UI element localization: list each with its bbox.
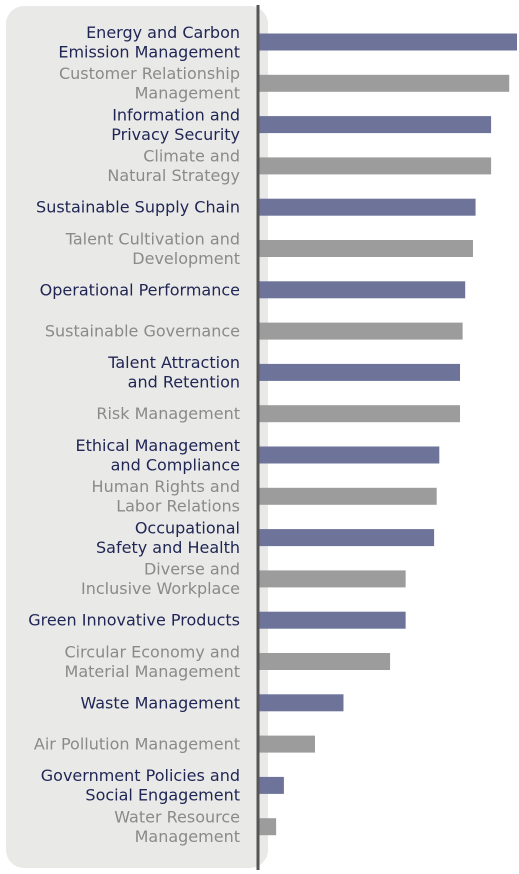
category-label-line: Green Innovative Products bbox=[28, 611, 240, 630]
bar bbox=[259, 487, 437, 505]
category-label-line: Inclusive Workplace bbox=[81, 579, 240, 598]
category-label-line: and Compliance bbox=[111, 455, 240, 474]
category-label: Climate and Natural Strategy bbox=[107, 147, 240, 186]
category-label-line: Sustainable Supply Chain bbox=[36, 198, 240, 217]
bar bbox=[259, 363, 461, 381]
bar bbox=[259, 818, 277, 836]
bar bbox=[259, 198, 476, 216]
category-label-line: and Retention bbox=[128, 373, 240, 392]
category-label-line: Social Engagement bbox=[85, 786, 240, 805]
category-label-line: Energy and Carbon bbox=[86, 23, 240, 42]
bar bbox=[259, 116, 492, 134]
category-label-line: Occupational bbox=[135, 518, 240, 537]
category-label: Occupational Safety and Health bbox=[96, 518, 240, 557]
category-label-line: Air Pollution Management bbox=[34, 735, 240, 754]
category-label: Sustainable Supply Chain bbox=[36, 198, 240, 217]
category-label: Customer Relationship Management bbox=[59, 64, 240, 103]
category-label: Diverse and Inclusive Workplace bbox=[81, 560, 240, 599]
bar bbox=[259, 735, 315, 753]
bar bbox=[259, 281, 466, 299]
category-label: Sustainable Governance bbox=[45, 322, 240, 341]
category-label-line: Ethical Management bbox=[76, 436, 241, 455]
bar bbox=[259, 611, 406, 629]
category-label-line: Talent Cultivation and bbox=[65, 229, 240, 248]
category-label: Information and Privacy Security bbox=[111, 105, 240, 144]
category-label-line: Waste Management bbox=[80, 693, 240, 712]
category-label: Risk Management bbox=[96, 404, 240, 423]
category-label: Circular Economy and Material Management bbox=[64, 642, 240, 681]
category-label: Government Policies and Social Engagement bbox=[41, 766, 240, 805]
category-label-line: Sustainable Governance bbox=[45, 322, 240, 341]
category-label: Air Pollution Management bbox=[34, 735, 240, 754]
bar bbox=[259, 446, 440, 464]
bar bbox=[259, 240, 473, 257]
category-label-line: Information and bbox=[112, 105, 240, 124]
category-label: Talent Cultivation and Development bbox=[65, 229, 240, 268]
category-label: Operational Performance bbox=[40, 280, 240, 299]
category-label-line: Water Resource bbox=[114, 807, 240, 826]
category-label-line: Emission Management bbox=[58, 42, 240, 61]
bar bbox=[259, 653, 391, 670]
category-label-line: Management bbox=[135, 827, 240, 846]
category-label: Green Innovative Products bbox=[28, 611, 240, 630]
category-label-line: Human Rights and bbox=[92, 477, 240, 496]
category-label-line: Talent Attraction bbox=[107, 353, 240, 372]
bar bbox=[259, 74, 510, 92]
category-label-line: Development bbox=[132, 249, 240, 268]
category-label-line: Government Policies and bbox=[41, 766, 240, 785]
category-label-line: Risk Management bbox=[96, 404, 240, 423]
bar bbox=[259, 322, 463, 340]
category-label-line: Natural Strategy bbox=[107, 166, 240, 185]
category-label: Waste Management bbox=[80, 693, 240, 712]
category-label: Water Resource Management bbox=[114, 807, 240, 846]
bar bbox=[259, 157, 492, 175]
category-label-line: Safety and Health bbox=[96, 538, 240, 557]
bar bbox=[259, 776, 284, 794]
category-label-line: Operational Performance bbox=[40, 280, 240, 299]
category-label-line: Labor Relations bbox=[116, 497, 240, 516]
bar bbox=[259, 405, 461, 423]
category-label-line: Customer Relationship bbox=[59, 64, 240, 83]
category-label-line: Diverse and bbox=[144, 560, 240, 579]
category-label-line: Management bbox=[135, 84, 240, 103]
category-label-line: Climate and bbox=[143, 147, 240, 166]
bar bbox=[259, 529, 435, 547]
category-label-line: Circular Economy and bbox=[64, 642, 240, 661]
category-label: Human Rights and Labor Relations bbox=[92, 477, 240, 516]
bar bbox=[259, 694, 344, 712]
category-label-line: Material Management bbox=[65, 662, 240, 681]
category-label: Talent Attraction and Retention bbox=[107, 353, 240, 392]
category-label-line: Privacy Security bbox=[111, 125, 240, 144]
bar bbox=[259, 570, 406, 588]
category-label: Energy and Carbon Emission Management bbox=[58, 23, 240, 62]
category-label: Ethical Management and Compliance bbox=[76, 436, 241, 475]
label-panel bbox=[6, 6, 268, 868]
bar bbox=[259, 33, 517, 51]
